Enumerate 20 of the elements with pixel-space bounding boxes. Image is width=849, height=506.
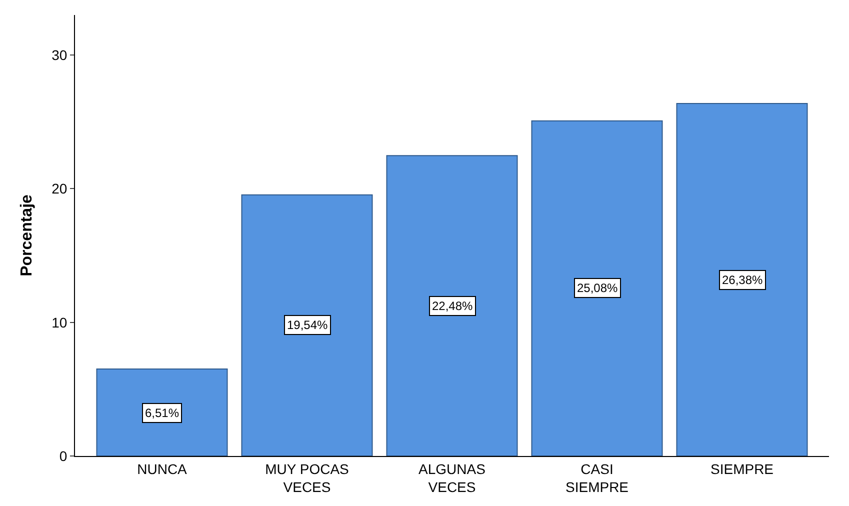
- x-tick-label: ALGUNAS VECES: [418, 460, 486, 495]
- x-tick-label: MUY POCAS VECES: [265, 460, 349, 495]
- x-tick-label: SIEMPRE: [710, 460, 774, 477]
- x-tick-label: CASI SIEMPRE: [565, 460, 629, 495]
- data-label: 26,38%: [722, 273, 764, 287]
- data-label: 19,54%: [287, 318, 328, 332]
- y-tick-label: 30: [52, 46, 68, 63]
- bar: [676, 102, 808, 456]
- x-tick-label: NUNCA: [137, 460, 188, 477]
- y-tick-label: 20: [52, 180, 68, 197]
- y-tick-label: 10: [52, 314, 68, 330]
- bar: [386, 155, 518, 456]
- data-label: 25,08%: [577, 281, 618, 295]
- bar: [96, 368, 228, 456]
- y-axis-title: Porcentaje: [18, 194, 36, 276]
- data-label: 22,48%: [432, 299, 474, 313]
- bar: [531, 120, 663, 456]
- data-label: 6,51%: [145, 406, 180, 420]
- bar: [241, 194, 373, 456]
- y-tick-label: 0: [59, 448, 68, 464]
